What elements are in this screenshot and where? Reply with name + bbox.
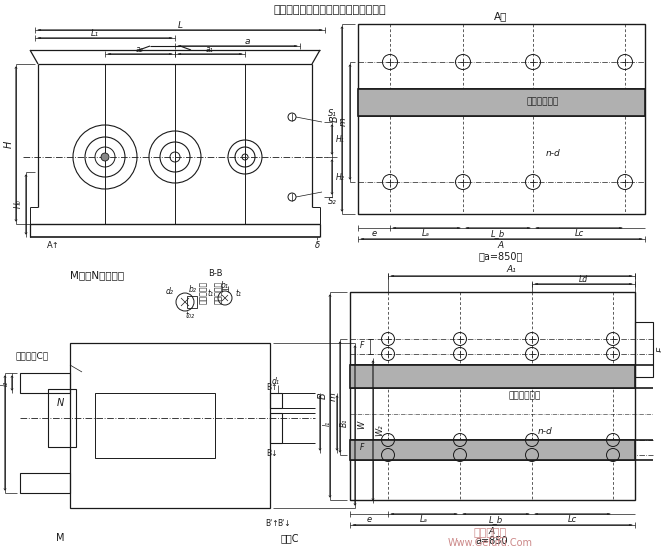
- Text: b₁: b₁: [221, 280, 229, 289]
- Text: W₂: W₂: [375, 424, 385, 436]
- Text: n-d: n-d: [537, 427, 553, 437]
- Text: Lc: Lc: [567, 516, 576, 524]
- Text: m: m: [329, 392, 338, 401]
- Text: Ld: Ld: [578, 275, 588, 284]
- Text: Lₐ: Lₐ: [420, 516, 428, 524]
- Bar: [270, 413, 282, 443]
- Text: L_b: L_b: [489, 516, 503, 524]
- Text: a₂: a₂: [136, 45, 144, 54]
- Text: Lₐ: Lₐ: [422, 230, 430, 238]
- Bar: [350, 365, 635, 388]
- Text: t₁: t₁: [208, 289, 214, 298]
- Text: E: E: [656, 346, 661, 352]
- Bar: [350, 440, 635, 460]
- Bar: [358, 89, 645, 116]
- Text: B: B: [318, 392, 328, 400]
- Bar: [187, 296, 197, 308]
- Text: B↓: B↓: [266, 448, 278, 458]
- Text: L_b: L_b: [491, 230, 505, 238]
- Text: δ: δ: [315, 241, 319, 250]
- Text: B₂: B₂: [0, 428, 1, 438]
- Text: N: N: [56, 398, 63, 408]
- Text: S₂: S₂: [328, 198, 336, 206]
- Text: A: A: [489, 527, 495, 535]
- Text: L₁: L₁: [91, 29, 99, 38]
- Text: B: B: [330, 115, 340, 123]
- Text: L: L: [178, 20, 182, 29]
- Text: 输出轴中心线: 输出轴中心线: [527, 98, 559, 107]
- Text: A₁: A₁: [506, 266, 516, 274]
- Text: W: W: [358, 421, 366, 429]
- Bar: [48, 389, 76, 447]
- Text: M向（N向旋转）: M向（N向旋转）: [70, 270, 124, 280]
- Text: （圆锥轴）: （圆锥轴）: [214, 280, 223, 304]
- Text: Www.Gelufu.Com: Www.Gelufu.Com: [447, 538, 533, 548]
- Bar: [70, 343, 270, 508]
- Text: 输出轴中心线: 输出轴中心线: [509, 391, 541, 401]
- Text: B₁: B₁: [340, 419, 348, 427]
- Text: 抽油机专用减速器外形及安装尺寸图表: 抽油机专用减速器外形及安装尺寸图表: [274, 5, 386, 15]
- Text: a₁: a₁: [206, 45, 214, 54]
- Text: a=850: a=850: [476, 536, 508, 546]
- Text: 除a=850外: 除a=850外: [479, 251, 524, 261]
- Text: t₀₂: t₀₂: [186, 310, 194, 320]
- Circle shape: [101, 153, 109, 161]
- Text: Lc: Lc: [574, 230, 584, 238]
- Text: 楔键斜度C。: 楔键斜度C。: [15, 352, 48, 360]
- Text: F: F: [360, 443, 364, 452]
- Bar: [20, 473, 70, 493]
- Text: S₁: S₁: [328, 109, 336, 119]
- Bar: [350, 292, 635, 500]
- Bar: [20, 373, 70, 393]
- Text: H₀: H₀: [13, 200, 22, 208]
- Text: t₁: t₁: [236, 289, 242, 298]
- Bar: [95, 393, 215, 458]
- Text: A向: A向: [494, 11, 508, 21]
- Text: H₁: H₁: [336, 135, 344, 144]
- Text: M: M: [56, 533, 64, 543]
- Text: e: e: [366, 516, 371, 524]
- Text: B-B: B-B: [208, 268, 222, 278]
- Text: l₁: l₁: [323, 421, 332, 426]
- Text: H: H: [4, 140, 14, 148]
- Text: 锥度C: 锥度C: [281, 533, 299, 543]
- Text: 格鲁夫机械: 格鲁夫机械: [473, 528, 506, 538]
- Bar: [358, 24, 645, 214]
- Text: d₂: d₂: [166, 288, 174, 296]
- Text: B↑: B↑: [266, 384, 278, 392]
- Text: A↑: A↑: [47, 241, 59, 250]
- Text: B'↑: B'↑: [265, 518, 279, 528]
- Text: A: A: [498, 241, 504, 250]
- Text: m: m: [338, 118, 348, 126]
- Text: （圆柱轴）: （圆柱轴）: [198, 280, 208, 304]
- Bar: [270, 393, 282, 408]
- Text: a: a: [245, 36, 250, 45]
- Text: F: F: [360, 342, 364, 351]
- Text: l₂: l₂: [1, 380, 9, 385]
- Text: B'↓: B'↓: [277, 518, 291, 528]
- Text: n-d: n-d: [545, 150, 561, 158]
- Bar: [635, 322, 653, 377]
- Text: H₂: H₂: [336, 172, 344, 182]
- Text: e: e: [371, 230, 377, 238]
- Text: b₂: b₂: [189, 285, 197, 295]
- Text: d₁: d₁: [272, 376, 280, 385]
